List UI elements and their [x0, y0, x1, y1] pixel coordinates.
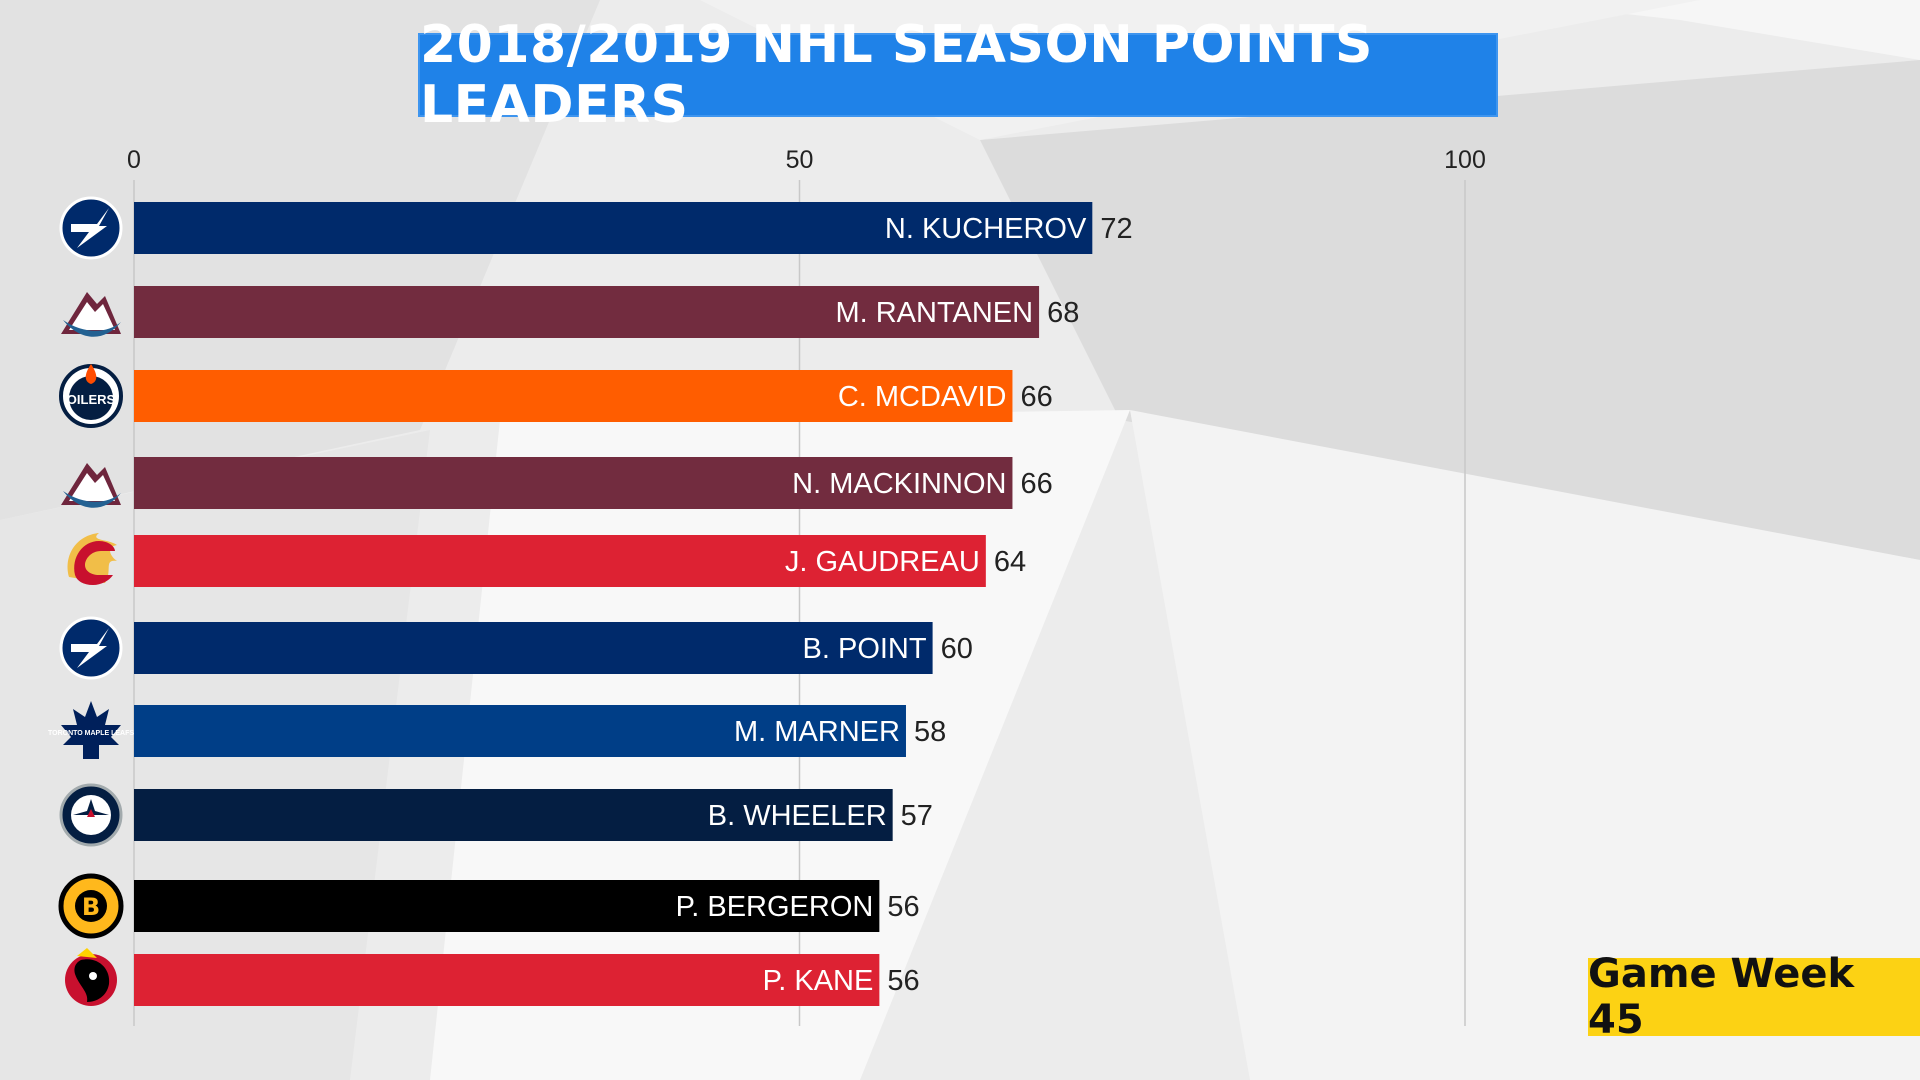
bar-value: 72: [1100, 213, 1132, 245]
lightning-logo-icon: [59, 196, 123, 260]
bar-label: M. RANTANEN: [835, 297, 1033, 329]
bar-label: P. BERGERON: [676, 891, 874, 923]
bars: N. KUCHEROV 72M. RANTANEN 68C. MCDAVID 66N.…: [134, 202, 1133, 1006]
bar-label: C. MCDAVID: [838, 381, 1007, 413]
team-logos: OILERS TORONTO MAPLE LEAFS B: [48, 196, 134, 1006]
bar: [134, 286, 1040, 338]
bar-value: 66: [1020, 381, 1052, 413]
bar-value: 58: [914, 716, 946, 748]
bar-value: 64: [994, 546, 1026, 578]
x-tick-labels: 0 50 100: [127, 146, 1486, 174]
bar-row: N. MACKINNON 66: [134, 457, 1053, 509]
bar-row: J. GAUDREAU 64: [134, 535, 1026, 587]
maple-leafs-logo-icon: TORONTO MAPLE LEAFS: [48, 701, 134, 759]
bar-row: B. POINT 60: [134, 622, 973, 674]
bar: [134, 880, 880, 932]
bar-row: M. MARNER 58: [134, 705, 946, 757]
bar-row: M. RANTANEN 68: [134, 286, 1079, 338]
bar-value: 60: [941, 633, 973, 665]
svg-text:OILERS: OILERS: [67, 392, 116, 407]
svg-text:TORONTO MAPLE LEAFS: TORONTO MAPLE LEAFS: [48, 730, 134, 737]
game-week-label: Game Week 45: [1588, 951, 1855, 1043]
bar-label: B. WHEELER: [708, 800, 887, 832]
bar: [134, 705, 906, 757]
jets-logo-icon: [59, 783, 123, 847]
bar-label: B. POINT: [803, 633, 927, 665]
bar-value: 68: [1047, 297, 1079, 329]
bar-row: P. KANE 56: [134, 954, 920, 1006]
chart-title-box: 2018/2019 NHL SEASON POINTS LEADERS: [418, 15, 1498, 135]
avalanche-logo-icon: [61, 292, 121, 337]
bar: [134, 789, 893, 841]
bar-row: N. KUCHEROV 72: [134, 202, 1133, 254]
svg-text:B: B: [82, 893, 100, 921]
blackhawks-logo-icon: [65, 948, 117, 1006]
bar-value: 56: [887, 965, 919, 997]
bar-label: J. GAUDREAU: [785, 546, 980, 578]
bar-row: P. BERGERON 56: [134, 880, 920, 932]
bar: [134, 457, 1013, 509]
bar: [134, 370, 1013, 422]
game-week-badge: Game Week 45: [1588, 951, 1920, 1043]
bar-value: 66: [1020, 468, 1052, 500]
bar-label: N. MACKINNON: [792, 468, 1006, 500]
bar-value: 57: [901, 800, 933, 832]
x-tick-label: 0: [127, 146, 141, 174]
bar: [134, 954, 880, 1006]
bar-row: B. WHEELER 57: [134, 789, 933, 841]
flames-logo-icon: [67, 533, 117, 585]
chart-title: 2018/2019 NHL SEASON POINTS LEADERS: [420, 15, 1373, 135]
bar: [134, 202, 1093, 254]
bar-label: N. KUCHEROV: [885, 213, 1087, 245]
bar: [134, 622, 933, 674]
bruins-logo-icon: B: [58, 873, 124, 939]
lightning-logo-icon: [59, 616, 123, 680]
x-tick-label: 100: [1444, 146, 1486, 174]
x-tick-label: 50: [786, 146, 814, 174]
bar-label: M. MARNER: [734, 716, 900, 748]
bar-label: P. KANE: [763, 965, 874, 997]
bar: [134, 535, 986, 587]
avalanche-logo-icon: [61, 463, 121, 508]
bar-value: 56: [887, 891, 919, 923]
bar-row: C. MCDAVID 66: [134, 370, 1053, 422]
oilers-logo-icon: OILERS: [59, 364, 123, 428]
